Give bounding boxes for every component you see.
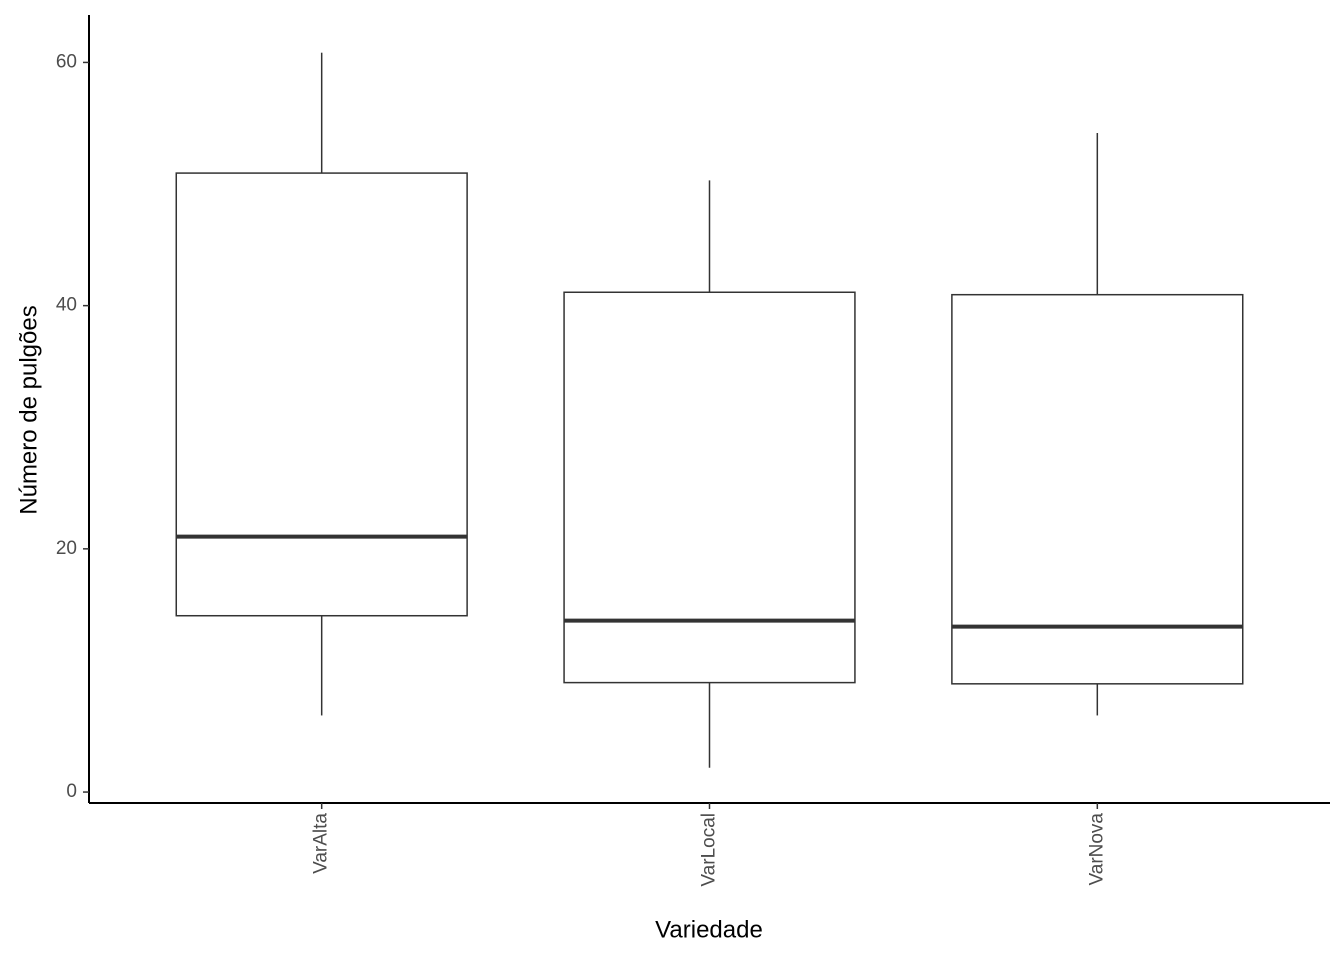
box: [951, 293, 1244, 685]
x-tick-label: VarAlta: [311, 813, 332, 874]
box: [563, 291, 856, 684]
box: [175, 172, 468, 617]
y-axis-title: Número de pulgões: [15, 305, 42, 514]
x-tick-label: VarLocal: [699, 813, 720, 887]
y-tick-label: 40: [56, 295, 77, 316]
x-axis-title: Variedade: [655, 916, 763, 943]
y-tick-label: 60: [56, 51, 77, 72]
y-tick-label: 0: [66, 781, 77, 802]
y-tick-label: 20: [56, 538, 77, 559]
x-tick-label: VarNova: [1086, 813, 1107, 886]
